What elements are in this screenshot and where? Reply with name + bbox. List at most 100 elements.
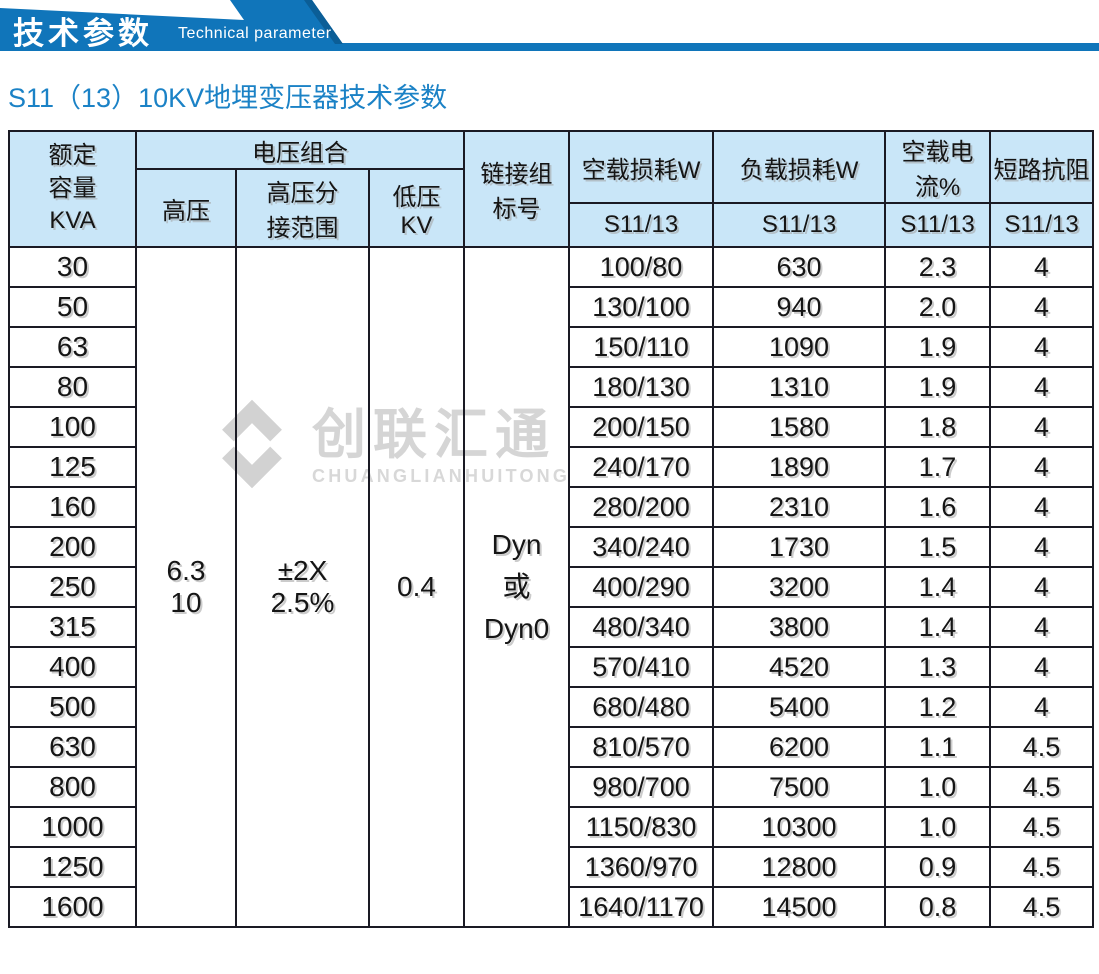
cell-no-load-current: 1.1 — [884, 726, 992, 768]
cell-no-load-current: 1.4 — [884, 566, 992, 608]
cell-impedance: 4 — [989, 286, 1095, 328]
cell-no-load-current: 1.4 — [884, 606, 992, 648]
cell-impedance: 4 — [989, 406, 1095, 448]
header-hv: 高压 — [135, 168, 237, 248]
cell-capacity: 63 — [8, 326, 137, 368]
cell-load-loss: 1310 — [712, 366, 887, 408]
cell-load-loss: 7500 — [712, 766, 887, 808]
cell-capacity: 1250 — [8, 846, 137, 888]
table-row: 30 6.3 10 ±2X 2.5% 0.4 Dyn 或 Dyn0 100/80 630 2.… — [8, 246, 1095, 928]
table-row: 500 680/480 5400 1.2 4 — [8, 686, 1095, 728]
cell-impedance: 4 — [989, 686, 1095, 728]
cell-no-load-loss: 570/410 — [568, 646, 715, 688]
banner-subtitle: Technical parameter — [178, 25, 332, 42]
cell-capacity: 500 — [8, 686, 137, 728]
cell-capacity: 1000 — [8, 806, 137, 848]
header-row-3: S11/13 S11/13 S11/13 S11/13 — [9, 202, 1095, 248]
cell-hv-merged: 6.3 10 — [135, 246, 237, 928]
cell-no-load-current: 0.8 — [884, 886, 992, 928]
cell-capacity: 160 — [8, 486, 137, 528]
table-row: 50 130/100 940 2.0 4 — [8, 286, 1095, 328]
cell-no-load-loss: 180/130 — [568, 366, 715, 408]
banner-ribbon-shape — [0, 0, 1099, 51]
cell-impedance: 4 — [989, 326, 1095, 368]
cell-no-load-loss: 1360/970 — [568, 846, 715, 888]
header-load-loss: 负载损耗W — [712, 130, 887, 204]
header-row-1: 额定 容量 KVA 电压组合 链接组 标号 空载损耗W 负载损耗W 空载电流% … — [8, 130, 1095, 248]
table-row: 315 480/340 3800 1.4 4 — [8, 606, 1095, 648]
cell-no-load-loss: 240/170 — [568, 446, 715, 488]
cell-capacity: 30 — [8, 246, 137, 288]
subheader-no-load-current: S11/13 — [884, 202, 992, 248]
cell-no-load-current: 1.0 — [884, 806, 992, 848]
cell-no-load-current: 0.9 — [884, 846, 992, 888]
banner: 技术参数 Technical parameter — [0, 0, 1099, 58]
cell-capacity: 100 — [8, 406, 137, 448]
parameter-table: 额定 容量 KVA 电压组合 链接组 标号 空载损耗W 负载损耗W 空载电流% … — [8, 130, 1095, 928]
table-row: 1250 1360/970 12800 0.9 4.5 — [8, 846, 1095, 888]
table-row: 63 150/110 1090 1.9 4 — [8, 326, 1095, 368]
cell-load-loss: 12800 — [712, 846, 887, 888]
cell-capacity: 315 — [8, 606, 137, 648]
cell-capacity: 400 — [8, 646, 137, 688]
cell-no-load-loss: 680/480 — [568, 686, 715, 728]
header-short-impedance: 短路抗阻 — [989, 130, 1095, 204]
cell-no-load-current: 1.3 — [884, 646, 992, 688]
cell-impedance: 4 — [989, 486, 1095, 528]
table-row: 80 180/130 1310 1.9 4 — [8, 366, 1095, 408]
cell-capacity: 250 — [8, 566, 137, 608]
table-row: 630 810/570 6200 1.1 4.5 — [8, 726, 1095, 768]
cell-impedance: 4.5 — [989, 766, 1095, 808]
table-header: 额定 容量 KVA 电压组合 链接组 标号 空载损耗W 负载损耗W 空载电流% … — [8, 130, 1095, 248]
header-rated-capacity: 额定 容量 KVA — [8, 130, 137, 248]
cell-no-load-loss: 200/150 — [568, 406, 715, 448]
cell-no-load-current: 2.0 — [884, 286, 992, 328]
header-connection-group: 链接组 标号 — [463, 130, 571, 248]
cell-no-load-loss: 100/80 — [568, 246, 715, 288]
header-lv: 低压 KV — [367, 168, 466, 248]
table-row: 1600 1640/1170 14500 0.8 4.5 — [8, 886, 1095, 928]
cell-no-load-current: 1.9 — [884, 366, 992, 408]
cell-no-load-loss: 810/570 — [568, 726, 715, 768]
header-row-2: 高压 高压分 接范围 低压 KV — [9, 168, 1093, 248]
cell-capacity: 630 — [8, 726, 137, 768]
page-title: S11（13）10KV地埋变压器技术参数 — [8, 83, 448, 113]
header-hv-tap-range: 高压分 接范围 — [235, 168, 370, 248]
cell-no-load-loss: 280/200 — [568, 486, 715, 528]
parameter-table-wrap: 创联汇通 CHUANGLIANHUITONG 额定 容量 KVA 电压组合 链接… — [8, 130, 1095, 931]
cell-no-load-loss: 480/340 — [568, 606, 715, 648]
banner-title: 技术参数 — [13, 16, 153, 51]
cell-no-load-current: 1.8 — [884, 406, 992, 448]
table-row: 400 570/410 4520 1.3 4 — [8, 646, 1095, 688]
cell-capacity: 80 — [8, 366, 137, 408]
cell-no-load-loss: 980/700 — [568, 766, 715, 808]
table-body: 30 6.3 10 ±2X 2.5% 0.4 Dyn 或 Dyn0 100/80 630 2.… — [8, 246, 1095, 928]
cell-load-loss: 6200 — [712, 726, 887, 768]
cell-hv-tap-merged: ±2X 2.5% — [235, 246, 370, 928]
cell-no-load-current: 1.9 — [884, 326, 992, 368]
cell-capacity: 200 — [8, 526, 137, 568]
cell-capacity: 800 — [8, 766, 137, 808]
cell-no-load-loss: 130/100 — [568, 286, 715, 328]
cell-no-load-current: 1.7 — [884, 446, 992, 488]
header-no-load-current: 空载电流% — [884, 130, 992, 204]
table-row: 200 340/240 1730 1.5 4 — [8, 526, 1095, 568]
cell-impedance: 4 — [989, 246, 1095, 288]
header-voltage-group: 电压组合 — [134, 130, 466, 170]
cell-impedance: 4 — [989, 606, 1095, 648]
cell-impedance: 4 — [989, 446, 1095, 488]
cell-impedance: 4.5 — [989, 726, 1095, 768]
cell-impedance: 4.5 — [989, 806, 1095, 848]
subheader-load-loss: S11/13 — [712, 202, 887, 248]
cell-load-loss: 10300 — [712, 806, 887, 848]
cell-no-load-current: 2.3 — [884, 246, 992, 288]
cell-capacity: 1600 — [8, 886, 137, 928]
header-no-load-loss: 空载损耗W — [568, 130, 715, 204]
cell-capacity: 50 — [8, 286, 137, 328]
cell-load-loss: 1580 — [712, 406, 887, 448]
cell-impedance: 4.5 — [989, 886, 1095, 928]
cell-impedance: 4.5 — [989, 846, 1095, 888]
cell-no-load-current: 1.2 — [884, 686, 992, 728]
subheader-no-load-loss: S11/13 — [568, 202, 715, 248]
